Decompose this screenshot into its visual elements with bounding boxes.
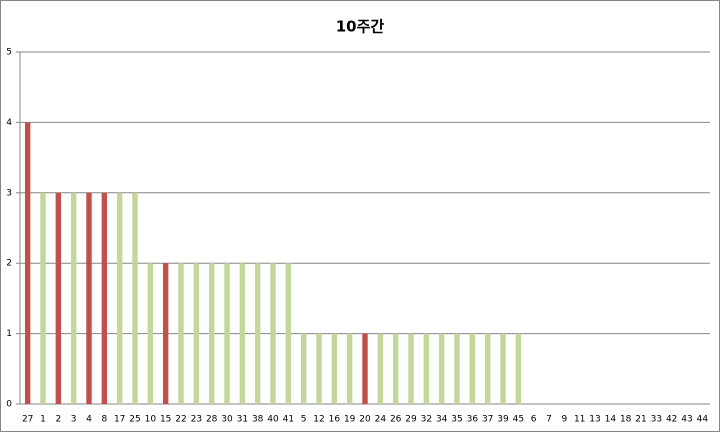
bar (346, 333, 353, 404)
bar (55, 192, 62, 404)
x-tick-label: 14 (605, 415, 617, 425)
y-tick-label: 0 (6, 400, 12, 410)
bar (377, 333, 384, 404)
x-tick-label: 44 (697, 415, 709, 425)
x-tick-label: 36 (467, 415, 479, 425)
x-tick-label: 11 (574, 415, 585, 425)
x-tick-label: 20 (359, 415, 371, 425)
y-tick-label: 5 (6, 48, 12, 58)
x-tick-label: 10 (145, 415, 157, 425)
bar (316, 333, 322, 404)
bar (331, 333, 338, 404)
x-tick-label: 41 (283, 415, 294, 425)
x-tick-label: 13 (589, 415, 600, 425)
bar (270, 263, 276, 404)
chart-title: 10주간 (336, 18, 385, 36)
x-tick-label: 4 (86, 415, 92, 425)
bar (438, 333, 445, 404)
bar (208, 263, 215, 404)
x-tick-label: 40 (267, 415, 279, 425)
x-tick-label: 6 (531, 415, 537, 425)
x-tick-label: 21 (635, 415, 646, 425)
x-tick-label: 23 (191, 415, 202, 425)
x-tick-label: 12 (313, 415, 324, 425)
x-tick-label: 5 (301, 415, 307, 425)
x-tick-label: 42 (666, 415, 677, 425)
x-tick-label: 7 (546, 415, 552, 425)
bar (147, 263, 154, 404)
bar (254, 263, 261, 404)
bar (454, 333, 460, 404)
x-tick-label: 45 (513, 415, 524, 425)
bar (40, 192, 46, 404)
x-tick-label: 29 (405, 415, 417, 425)
x-tick-label: 16 (329, 415, 341, 425)
bar (224, 263, 230, 404)
x-tick-label: 31 (237, 415, 248, 425)
bar (132, 192, 138, 404)
bar (392, 333, 399, 404)
bar (285, 263, 292, 404)
x-tick-label: 24 (375, 415, 387, 425)
bar (70, 192, 77, 404)
bar (116, 192, 123, 404)
y-tick-label: 1 (6, 329, 12, 339)
x-tick-label: 15 (160, 415, 171, 425)
bar (484, 333, 491, 404)
x-tick-label: 30 (221, 415, 233, 425)
x-tick-label: 9 (561, 415, 567, 425)
bar (101, 192, 108, 404)
x-tick-label: 38 (252, 415, 264, 425)
x-tick-label: 39 (497, 415, 509, 425)
bar (193, 263, 200, 404)
x-tick-label: 34 (436, 415, 448, 425)
bar (423, 333, 430, 404)
x-tick-label: 19 (344, 415, 356, 425)
x-tick-label: 22 (175, 415, 186, 425)
bar (162, 263, 169, 404)
x-tick-label: 8 (101, 415, 107, 425)
bar (24, 122, 31, 405)
bar (469, 333, 476, 404)
x-tick-label: 25 (129, 415, 140, 425)
x-tick-label: 28 (206, 415, 218, 425)
bar (300, 333, 307, 404)
x-tick-label: 3 (71, 415, 77, 425)
y-tick-label: 3 (6, 188, 12, 198)
x-tick-label: 37 (482, 415, 493, 425)
x-tick-label: 17 (114, 415, 125, 425)
bar (239, 263, 246, 404)
bar (362, 333, 368, 404)
x-tick-label: 33 (651, 415, 662, 425)
x-tick-label: 1 (40, 415, 46, 425)
x-tick-label: 32 (421, 415, 432, 425)
bar (515, 333, 522, 404)
x-tick-label: 43 (681, 415, 692, 425)
x-tick-label: 26 (390, 415, 402, 425)
y-tick-label: 2 (6, 259, 12, 269)
x-tick-label: 2 (55, 415, 61, 425)
x-tick-label: 27 (22, 415, 33, 425)
bar (86, 192, 92, 404)
bar (408, 333, 414, 404)
bar (178, 263, 184, 404)
x-tick-label: 18 (620, 415, 632, 425)
y-tick-label: 4 (6, 118, 12, 128)
x-tick-label: 35 (451, 415, 462, 425)
bar (500, 333, 506, 404)
